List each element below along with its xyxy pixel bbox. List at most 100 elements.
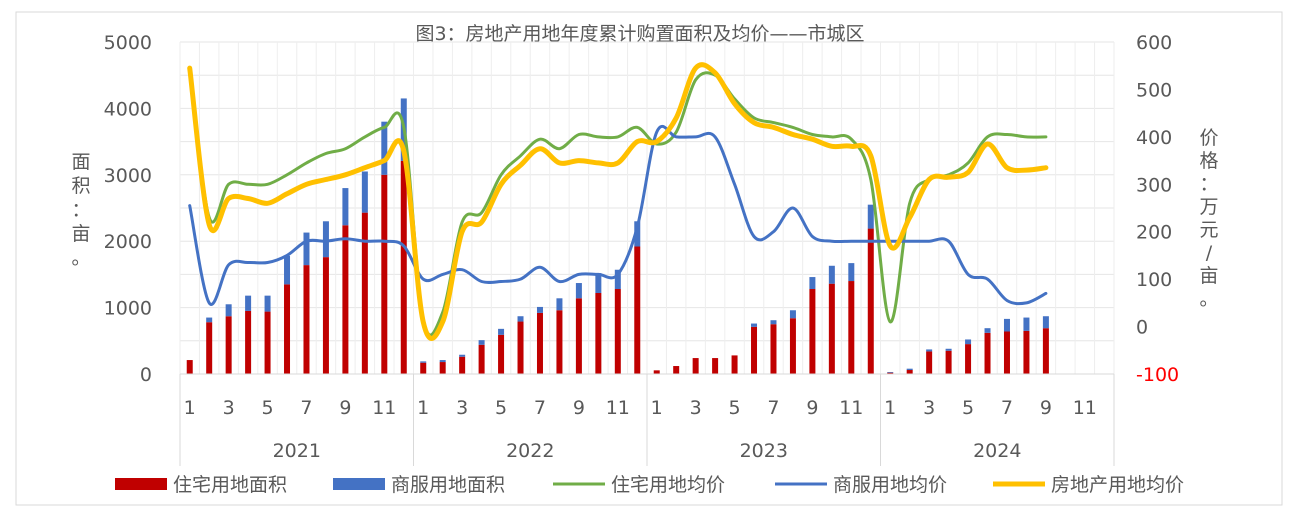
x-month-label: 1 (884, 397, 896, 419)
x-year-label: 2021 (273, 440, 321, 462)
y2-tick-label: 600 (1136, 32, 1172, 54)
bar-residential-area (264, 311, 271, 374)
bar-residential-area (673, 366, 680, 374)
bar-commercial-area (984, 328, 991, 333)
bar-commercial-area (926, 349, 933, 352)
bar-commercial-area (848, 263, 855, 282)
bar-commercial-area (1003, 318, 1010, 332)
x-month-label: 1 (651, 397, 663, 419)
bar-commercial-area (1023, 317, 1030, 331)
bar-residential-area (653, 370, 660, 374)
bar-residential-area (361, 212, 368, 374)
bar-commercial-area (245, 295, 252, 311)
bar-commercial-area (556, 298, 563, 311)
bar-residential-area (887, 372, 894, 374)
bar-commercial-area (906, 368, 913, 371)
y-axis-title-char: ： (71, 199, 90, 221)
x-month-label: 5 (262, 397, 274, 419)
line-commercial-price (188, 124, 1048, 306)
bar-commercial-area (595, 273, 602, 293)
bar-residential-area (712, 358, 719, 374)
bar-residential-area (595, 292, 602, 374)
x-month-label: 1 (417, 397, 429, 419)
bar-commercial-area (206, 317, 213, 323)
legend-residential-price-label: 住宅用地均价 (611, 474, 725, 496)
y2-tick-label: 300 (1136, 174, 1172, 196)
bar-commercial-area (1042, 316, 1049, 329)
bar-commercial-area (264, 295, 271, 312)
bar-commercial-area (459, 354, 466, 357)
bar-commercial-area (322, 221, 329, 258)
x-year-label: 2023 (740, 440, 788, 462)
bar-residential-area (906, 370, 913, 374)
bar-commercial-area (751, 323, 758, 327)
line-realestate-price (187, 62, 1049, 341)
legend-commercial-area-label: 商服用地面积 (391, 474, 505, 496)
bar-commercial-area (439, 360, 446, 363)
bar-residential-area (478, 344, 485, 374)
y-axis-title-char: 。 (71, 247, 90, 269)
bar-residential-area (284, 284, 291, 374)
legend-commercial-price-label: 商服用地均价 (833, 474, 947, 496)
bar-residential-area (926, 351, 933, 374)
legend-commercial-area-swatch (333, 478, 385, 490)
bar-residential-area (848, 281, 855, 374)
bar-residential-area (1042, 328, 1049, 374)
bar-commercial-area (225, 304, 232, 317)
x-month-label: 11 (839, 397, 863, 419)
bar-residential-area (420, 362, 427, 374)
bar-commercial-area (634, 221, 641, 247)
y2-axis-title-char: 元 (1199, 219, 1218, 241)
bar-residential-area (303, 265, 310, 374)
bar-residential-area (439, 362, 446, 374)
bar-residential-area (225, 316, 232, 374)
bar-commercial-area (575, 283, 582, 299)
x-year-label: 2024 (973, 440, 1021, 462)
bar-residential-area (400, 160, 407, 374)
legend-residential-area-label: 住宅用地面积 (173, 474, 287, 496)
bar-residential-area (984, 332, 991, 374)
chart-border (15, 11, 1283, 506)
y2-tick-label: 200 (1136, 222, 1172, 244)
bar-commercial-area (789, 310, 796, 319)
legend-realestate-price-label: 房地产用地均价 (1051, 474, 1184, 496)
y-tick-label: 4000 (104, 98, 152, 120)
y2-tick-label: 400 (1136, 127, 1172, 149)
y-tick-label: 1000 (104, 298, 152, 320)
bar-residential-area (381, 174, 388, 374)
x-month-label: 11 (372, 397, 396, 419)
bar-commercial-area (498, 328, 505, 335)
bar-residential-area (575, 298, 582, 374)
bar-residential-area (459, 356, 466, 374)
bar-residential-area (614, 289, 621, 374)
y-axis-title-char: 积 (71, 175, 90, 197)
x-month-label: 5 (495, 397, 507, 419)
y2-axis-title-char: 亩 (1199, 265, 1218, 287)
legend-residential-area-swatch (115, 478, 167, 490)
bar-residential-area (867, 228, 874, 374)
y2-axis-title-char: 价 (1199, 127, 1218, 149)
x-month-label: 11 (606, 397, 630, 419)
x-month-label: 9 (1040, 397, 1052, 419)
bar-commercial-area (478, 340, 485, 345)
bar-commercial-area (361, 171, 368, 213)
y2-axis-title-char: 。 (1199, 288, 1218, 310)
bar-residential-area (828, 283, 835, 374)
x-month-label: 9 (806, 397, 818, 419)
bar-commercial-area (770, 320, 777, 325)
x-month-label: 11 (1073, 397, 1097, 419)
y2-tick-label: 0 (1136, 317, 1148, 339)
bar-commercial-area (867, 204, 874, 229)
bar-residential-area (809, 289, 816, 374)
x-month-label: 7 (767, 397, 779, 419)
line-residential-price (188, 66, 1048, 337)
x-month-label: 1 (184, 397, 196, 419)
x-month-label: 3 (690, 397, 702, 419)
bar-commercial-area (887, 372, 894, 373)
bar-commercial-area (828, 265, 835, 284)
bar-commercial-area (381, 121, 388, 175)
y-axis-title-char: 亩 (71, 223, 90, 245)
chart-title: 图3：房地产用地年度累计购置面积及均价——市城区 (415, 23, 864, 45)
x-month-label: 5 (962, 397, 974, 419)
